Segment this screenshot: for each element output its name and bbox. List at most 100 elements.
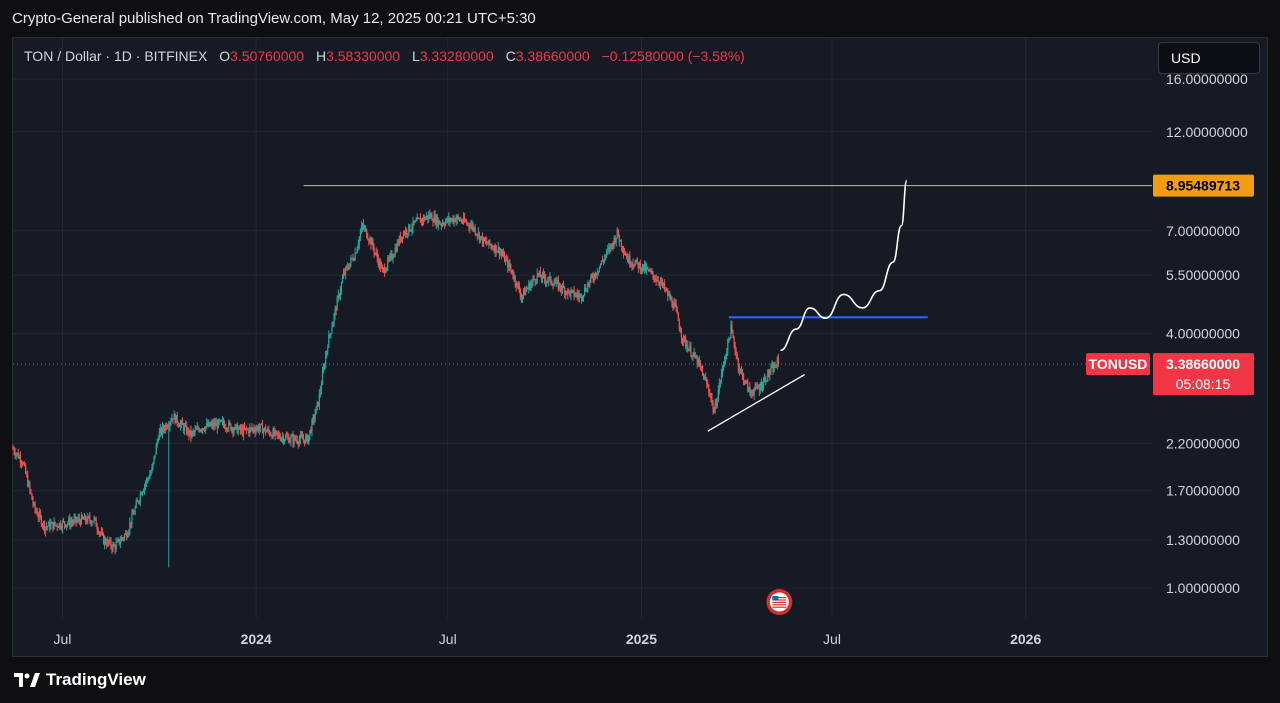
candle-body (174, 414, 176, 423)
candle-body (529, 283, 531, 290)
candle-body (533, 278, 535, 280)
candle-body (425, 217, 427, 220)
candle-body (286, 436, 288, 438)
candle-body (716, 400, 718, 407)
open-label: O (219, 48, 231, 64)
candle-body (53, 521, 55, 529)
candle-body (270, 435, 272, 437)
candle-body (406, 229, 408, 234)
candle-body (281, 436, 284, 439)
symbol-tag-badge (1086, 353, 1150, 376)
candle-body (430, 214, 432, 217)
candle-body (317, 402, 319, 407)
y-tick-label: 7.00000000 (1166, 223, 1240, 239)
candle-body (103, 538, 106, 544)
candle-body (642, 264, 645, 270)
candle-body (327, 347, 329, 351)
candle-body (542, 273, 545, 275)
candle-body (714, 402, 716, 413)
candle-body (307, 435, 309, 444)
candle-body (276, 431, 278, 435)
candle-body (733, 337, 735, 346)
candle-body (684, 335, 686, 339)
change-value: −0.12580000 (−3.58%) (601, 48, 745, 64)
candle-body (532, 278, 534, 282)
candle-body (527, 288, 529, 290)
candle-body (147, 478, 149, 480)
candle-body (252, 428, 254, 430)
candle-body (497, 247, 499, 252)
candle-body (220, 420, 223, 422)
candle-body (210, 424, 212, 426)
candle-body (657, 280, 659, 283)
candle-body (718, 382, 720, 391)
candle-body (576, 293, 578, 296)
y-tick-label: 2.20000000 (1166, 435, 1240, 451)
candle-body (707, 384, 709, 387)
candle-body (262, 429, 265, 434)
candle-body (23, 463, 26, 465)
candle-body (471, 223, 473, 226)
flag-stripe (772, 604, 787, 606)
candle-body (518, 285, 520, 292)
candle-body (206, 423, 208, 427)
candle-body (346, 266, 348, 268)
candle-body (68, 518, 70, 524)
candle-body (343, 272, 346, 275)
candle-body (531, 281, 533, 284)
candle-body (654, 279, 656, 281)
candle-body (383, 267, 386, 273)
candle-body (770, 367, 772, 373)
candle-body (109, 540, 111, 543)
candle-body (688, 349, 690, 351)
candle-body (504, 253, 506, 262)
candle-body (514, 275, 516, 284)
candle-body (727, 339, 729, 353)
candle-body (319, 390, 321, 394)
candle-body (505, 259, 507, 262)
candle-body (568, 289, 570, 292)
candle-body (55, 524, 57, 526)
candle-body (630, 264, 632, 266)
candle-body (209, 422, 211, 426)
candle-body (565, 291, 567, 295)
candle-body (769, 372, 771, 376)
currency-button[interactable]: USD (1158, 42, 1260, 74)
candle-body (401, 236, 404, 238)
candle-body (150, 472, 152, 475)
candle-body (62, 521, 65, 523)
candle-body (491, 245, 493, 249)
candle-body (468, 223, 470, 227)
candle-body (393, 255, 395, 258)
candle-body (29, 482, 31, 490)
candle-body (193, 431, 195, 433)
candle-body (564, 287, 566, 295)
candle-body (46, 526, 48, 528)
candle-body (411, 228, 413, 231)
candle-body (274, 430, 276, 435)
candle-body (25, 464, 27, 474)
candle-body (474, 227, 476, 234)
publish-header: Crypto-General published on TradingView.… (12, 10, 536, 27)
candle-body (254, 430, 256, 433)
candle-body (201, 428, 204, 431)
candle-body (113, 544, 115, 547)
candle-body (694, 352, 696, 358)
candle-body (748, 386, 750, 392)
candle-body (66, 524, 68, 527)
candle-body (571, 289, 573, 291)
flag-canton (772, 596, 779, 601)
candle-body (507, 259, 509, 269)
candle-body (356, 248, 358, 253)
x-tick-label: 2024 (241, 631, 272, 647)
candle-body (313, 417, 315, 420)
candle-body (538, 271, 540, 275)
candle-body (194, 429, 196, 433)
candle-body (27, 475, 29, 487)
candle-body (618, 236, 620, 242)
candle-body (267, 429, 269, 432)
candle-body (534, 279, 536, 282)
candle-body (442, 223, 445, 225)
candle-body (334, 308, 336, 315)
